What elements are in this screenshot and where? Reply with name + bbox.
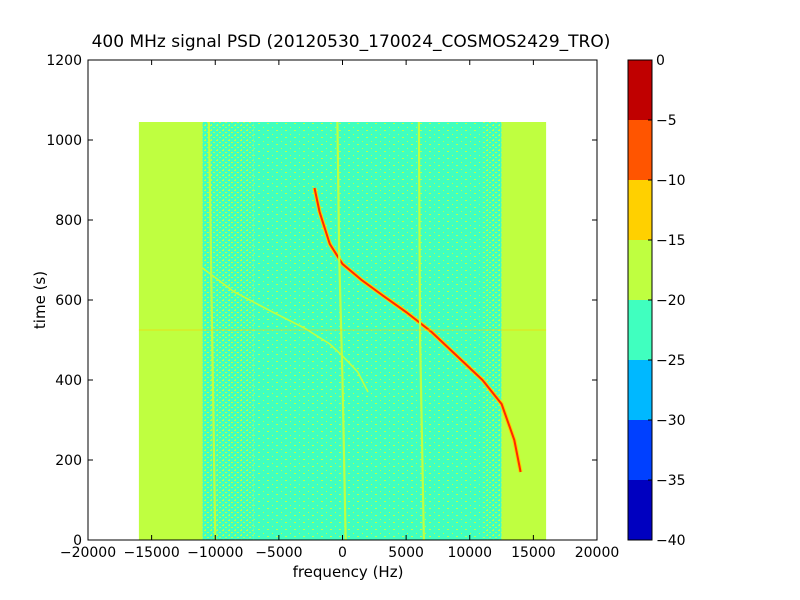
colorbar-segment xyxy=(628,300,652,360)
x-tick-label: 0 xyxy=(338,545,347,561)
colorbar-tick-label: −40 xyxy=(656,533,686,549)
y-axis-label: time (s) xyxy=(31,271,49,329)
vertical-spur-line xyxy=(417,121,425,540)
spectrogram-heatmap xyxy=(138,122,547,540)
colorbar-segment xyxy=(628,480,652,540)
colorbar-segment xyxy=(628,60,652,120)
doppler-trace-faint xyxy=(202,267,369,393)
colorbar-tick-label: −15 xyxy=(656,233,686,249)
y-tick-label: 400 xyxy=(55,373,82,389)
heatmap-region xyxy=(138,122,203,540)
y-tick-label: 800 xyxy=(55,213,82,229)
colorbar-segment xyxy=(628,360,652,420)
colorbar-segment xyxy=(628,120,652,180)
y-tick-label: 1200 xyxy=(46,53,82,69)
x-tick-label: −10000 xyxy=(187,545,243,561)
x-tick-label: 5000 xyxy=(388,545,424,561)
x-tick-label: 15000 xyxy=(511,545,556,561)
colorbar-tick-label: −20 xyxy=(656,293,686,309)
heatmap-region xyxy=(253,122,483,540)
chart-title: 400 MHz signal PSD (20120530_170024_COSM… xyxy=(92,32,611,52)
x-axis-label: frequency (Hz) xyxy=(293,563,404,581)
doppler-trace-main xyxy=(313,187,522,473)
colorbar-tick-label: −25 xyxy=(656,353,686,369)
colorbar-tick-label: −35 xyxy=(656,473,686,489)
heatmap-region xyxy=(501,122,547,540)
colorbar-segment xyxy=(628,240,652,300)
x-axis: −20000 −15000 −10000 −5000 0 5000 10000 15000 20… xyxy=(60,60,619,561)
heatmap-region xyxy=(482,122,502,540)
colorbar-tick-label: −30 xyxy=(656,413,686,429)
y-tick-label: 0 xyxy=(73,533,82,549)
vertical-spur-line xyxy=(207,121,217,540)
x-tick-label: −15000 xyxy=(123,545,179,561)
colorbar-segment xyxy=(628,180,652,240)
colorbar-tick-label: −5 xyxy=(656,113,677,129)
colorbar-segment xyxy=(628,420,652,480)
y-tick-label: 600 xyxy=(55,293,82,309)
y-tick-label: 1000 xyxy=(46,133,82,149)
y-tick-label: 200 xyxy=(55,453,82,469)
y-axis: 0 200 400 600 800 1000 1200 xyxy=(46,53,597,549)
x-tick-label: 10000 xyxy=(447,545,492,561)
signal-traces xyxy=(138,121,547,540)
x-tick-label: 20000 xyxy=(575,545,620,561)
colorbar-tick-label: −10 xyxy=(656,173,686,189)
colorbar-tick-label: 0 xyxy=(656,53,665,69)
x-tick-label: −20000 xyxy=(60,545,116,561)
colorbar: −40 −35 −30 −25 −20 −15 −10 −5 0 xyxy=(627,53,686,549)
vertical-spur-line xyxy=(336,121,347,540)
x-tick-label: −5000 xyxy=(255,545,302,561)
